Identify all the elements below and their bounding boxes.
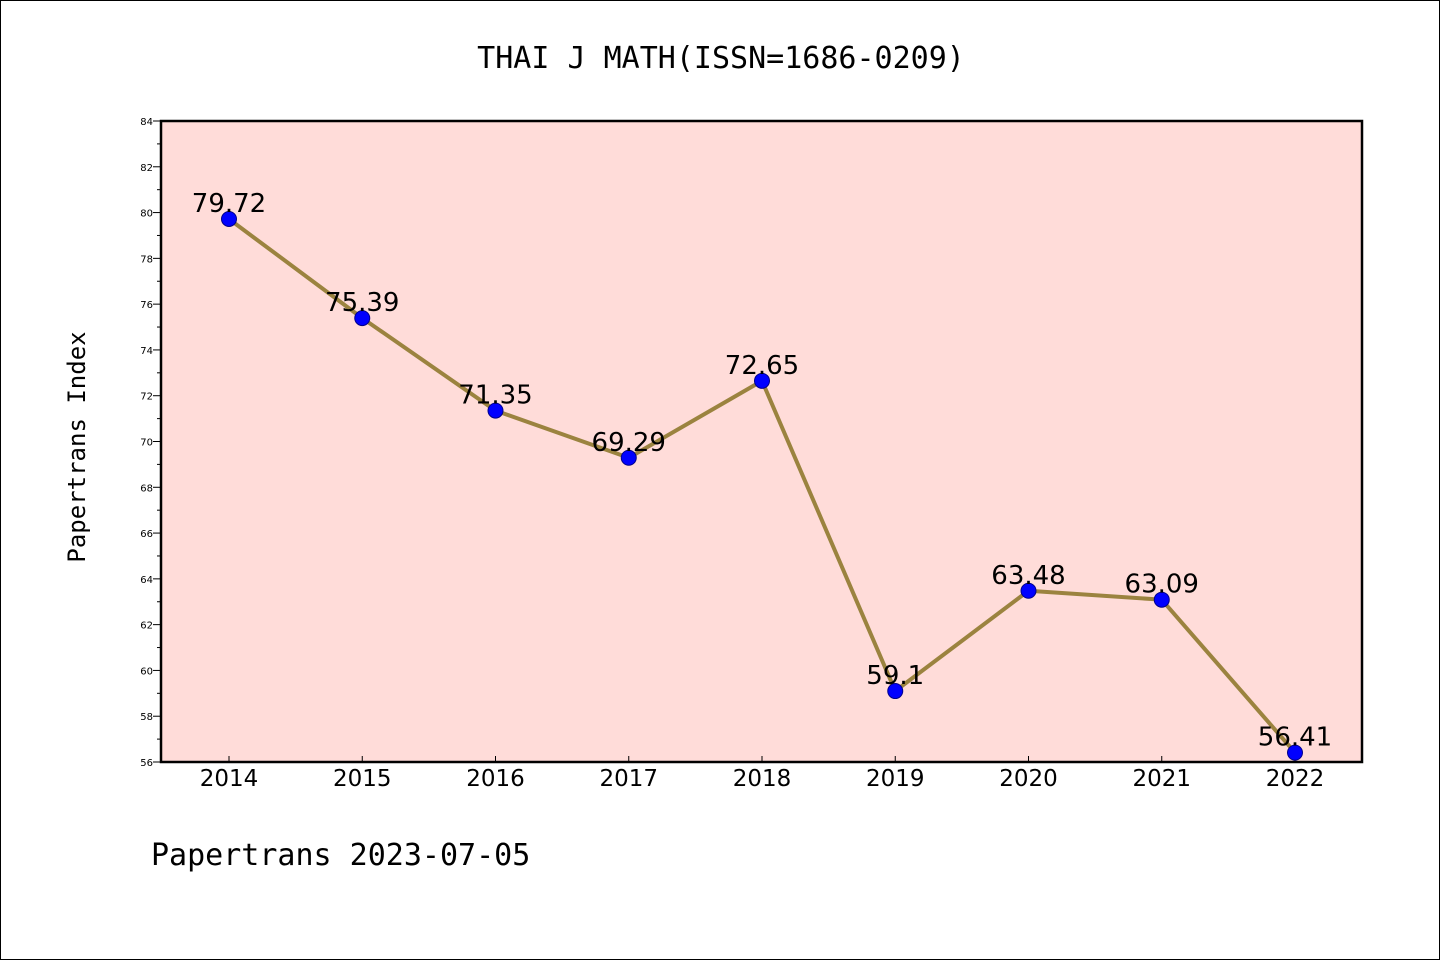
y-tick-label: 62	[140, 621, 153, 632]
plot-border	[159, 119, 1364, 764]
plot-area	[161, 121, 1362, 762]
data-point	[620, 449, 637, 466]
y-tick-label: 76	[140, 300, 153, 311]
x-axis-ticks: 2014 2015 2016 2017 2018 2019 2020 2021 2022	[200, 756, 1325, 792]
y-tick-label: 82	[140, 163, 153, 174]
y-tick-label: 84	[140, 117, 153, 128]
x-tick-label: 2015	[333, 766, 392, 792]
x-tick-label: 2014	[200, 766, 259, 792]
x-tick-label: 2022	[1266, 766, 1325, 792]
data-point	[1287, 744, 1303, 761]
x-tick-label: 2019	[866, 766, 925, 792]
y-tick-label: 58	[140, 712, 153, 723]
data-label: 63.48	[991, 561, 1065, 591]
y-tick-label: 80	[140, 209, 153, 220]
y-tick-label: 56	[140, 758, 153, 769]
y-axis-ticks: 56 58 60 62 64 66 68 70 72 74 76 78 80 82 84	[140, 117, 161, 769]
data-label: 71.35	[458, 381, 532, 411]
y-axis-label: Papertrans Index	[63, 331, 91, 562]
data-label: 59.1	[866, 661, 924, 691]
data-label: 56.41	[1258, 723, 1332, 753]
data-label: 69.29	[592, 428, 666, 458]
data-point	[754, 372, 770, 389]
data-label: 75.39	[325, 288, 399, 318]
x-tick-label: 2017	[599, 766, 658, 792]
data-point	[1020, 582, 1037, 599]
chart-title: THAI J MATH(ISSN=1686-0209)	[477, 41, 965, 76]
y-tick-label: 64	[140, 575, 153, 586]
y-tick-label: 60	[140, 666, 153, 677]
y-tick-label: 66	[140, 529, 153, 540]
data-label: 72.65	[725, 351, 799, 381]
y-tick-label: 70	[140, 438, 153, 449]
data-labels: 79.72 75.39 71.35 69.29 72.65 59.1 63.48 63.09 5…	[192, 189, 1332, 753]
y-tick-label: 68	[140, 483, 153, 494]
y-tick-label: 74	[140, 346, 153, 357]
x-tick-label: 2016	[466, 766, 525, 792]
y-tick-label: 72	[140, 392, 153, 403]
footer-date: Papertrans 2023-07-05	[151, 838, 530, 873]
x-tick-label: 2018	[733, 766, 792, 792]
data-label: 79.72	[192, 189, 266, 219]
series-layer	[221, 210, 1303, 761]
data-point	[354, 310, 371, 327]
x-tick-label: 2021	[1132, 766, 1191, 792]
data-label: 63.09	[1125, 570, 1199, 600]
x-tick-label: 2020	[999, 766, 1058, 792]
y-tick-label: 78	[140, 254, 153, 265]
data-point	[1153, 591, 1170, 608]
data-point	[887, 683, 904, 700]
data-point	[487, 402, 504, 419]
data-point	[221, 210, 237, 227]
